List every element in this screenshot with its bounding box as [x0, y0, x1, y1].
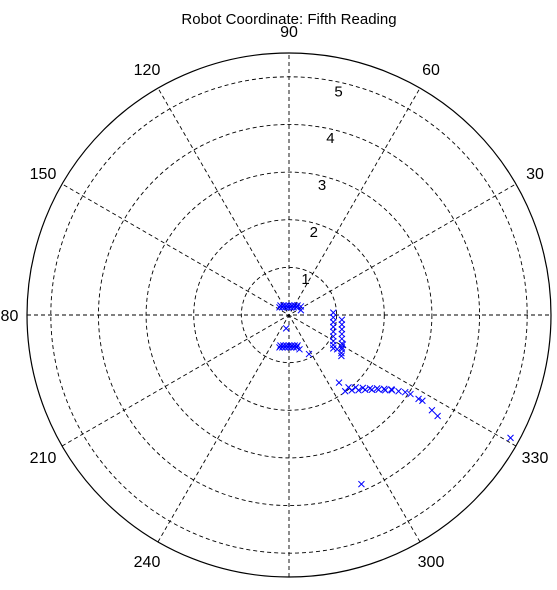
- r-tick-label-4: 4: [326, 130, 334, 147]
- angle-tick-label-210: 210: [30, 450, 57, 467]
- radius-tick-labels: 1 2 3 4 5: [301, 83, 342, 288]
- data-point: [338, 325, 346, 333]
- data-point: [339, 341, 347, 348]
- angle-tick-label-150: 150: [30, 166, 57, 183]
- angle-tick-label-330: 330: [522, 450, 549, 467]
- data-point: [359, 384, 367, 392]
- data-point: [415, 395, 422, 403]
- data-point: [284, 304, 292, 311]
- data-point: [335, 379, 343, 386]
- data-point: [373, 385, 381, 392]
- data-point: [296, 345, 303, 353]
- polar-grid: [26, 52, 552, 578]
- data-point: [290, 344, 298, 351]
- data-point: [338, 349, 345, 357]
- data-point: [352, 384, 360, 391]
- data-point: [419, 397, 426, 405]
- data-point: [329, 309, 337, 316]
- data-point: [284, 344, 292, 351]
- data-points: [276, 302, 514, 488]
- data-point: [293, 344, 300, 351]
- angle-tick-label-120: 120: [134, 62, 161, 79]
- data-point: [276, 344, 283, 351]
- data-point: [329, 323, 337, 331]
- data-point: [338, 321, 346, 328]
- data-point: [401, 388, 409, 396]
- data-point: [338, 316, 346, 324]
- data-point: [287, 304, 295, 311]
- data-point: [358, 480, 365, 488]
- data-point: [428, 406, 436, 414]
- data-point: [297, 306, 305, 314]
- data-point: [294, 342, 301, 349]
- spoke-150-330: [61, 183, 517, 447]
- data-point: [281, 344, 289, 351]
- data-point: [434, 412, 441, 420]
- data-point: [329, 314, 337, 321]
- data-point: [290, 304, 298, 311]
- data-point: [329, 328, 337, 336]
- angle-tick-label-90: 90: [280, 24, 298, 41]
- angle-tick-label-240: 240: [134, 554, 161, 571]
- data-point: [380, 385, 388, 393]
- data-point: [366, 385, 374, 392]
- data-point: [395, 387, 402, 395]
- data-point: [329, 318, 337, 326]
- data-point: [507, 434, 514, 442]
- data-point: [287, 344, 295, 351]
- r-tick-label-2: 2: [310, 224, 318, 241]
- data-point: [338, 330, 346, 338]
- angle-tick-labels: 0306090120150180210240270300330: [0, 24, 549, 571]
- data-point: [338, 352, 345, 360]
- data-point: [278, 304, 286, 311]
- data-point: [388, 385, 395, 393]
- angle-tick-label-30: 30: [526, 166, 544, 183]
- angle-tick-label-180: 180: [0, 308, 18, 325]
- angle-tick-label-300: 300: [418, 554, 445, 571]
- data-point: [407, 390, 414, 398]
- angle-tick-label-60: 60: [422, 62, 440, 79]
- data-point: [276, 304, 283, 311]
- data-point: [281, 304, 289, 311]
- r-tick-label-3: 3: [318, 177, 326, 194]
- data-point: [278, 344, 286, 351]
- chart-title: Robot Coordinate: Fifth Reading: [181, 11, 396, 28]
- data-point: [338, 335, 346, 343]
- data-point: [345, 384, 352, 391]
- r-tick-label-1: 1: [301, 271, 309, 288]
- data-point: [329, 333, 337, 340]
- data-point: [305, 350, 313, 358]
- data-point: [282, 324, 290, 332]
- r-tick-label-5: 5: [334, 83, 342, 100]
- data-point: [329, 344, 337, 352]
